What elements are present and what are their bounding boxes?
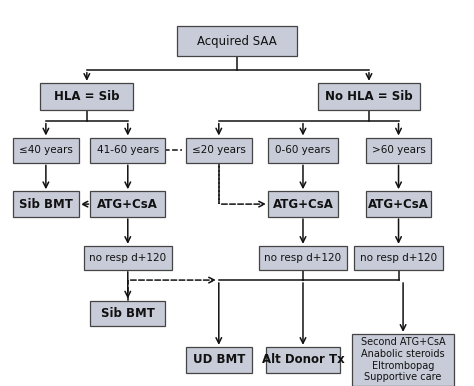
FancyBboxPatch shape [91, 301, 165, 326]
FancyBboxPatch shape [186, 347, 252, 372]
Text: Alt Donor Tx: Alt Donor Tx [262, 353, 344, 366]
FancyBboxPatch shape [83, 246, 172, 270]
Text: ATG+CsA: ATG+CsA [273, 198, 333, 211]
Text: No HLA = Sib: No HLA = Sib [325, 90, 413, 103]
Text: >60 years: >60 years [372, 146, 426, 156]
Text: HLA = Sib: HLA = Sib [54, 90, 119, 103]
Text: Sib BMT: Sib BMT [19, 198, 73, 211]
FancyBboxPatch shape [259, 246, 347, 270]
Text: Acquired SAA: Acquired SAA [197, 35, 277, 47]
FancyBboxPatch shape [40, 83, 133, 110]
Text: no resp d+120: no resp d+120 [360, 253, 437, 263]
Text: ≤20 years: ≤20 years [192, 146, 246, 156]
FancyBboxPatch shape [265, 347, 340, 372]
FancyBboxPatch shape [177, 26, 297, 56]
FancyBboxPatch shape [13, 191, 79, 217]
Text: Second ATG+CsA
Anabolic steroids
Eltrombopag
Supportive care: Second ATG+CsA Anabolic steroids Eltromb… [361, 337, 446, 382]
Text: 0-60 years: 0-60 years [275, 146, 331, 156]
Text: ATG+CsA: ATG+CsA [368, 198, 429, 211]
FancyBboxPatch shape [366, 137, 431, 163]
FancyBboxPatch shape [352, 334, 454, 386]
FancyBboxPatch shape [91, 137, 165, 163]
Text: Sib BMT: Sib BMT [101, 307, 155, 320]
Text: 41-60 years: 41-60 years [97, 146, 159, 156]
Text: ATG+CsA: ATG+CsA [97, 198, 158, 211]
FancyBboxPatch shape [91, 191, 165, 217]
Text: UD BMT: UD BMT [192, 353, 245, 366]
FancyBboxPatch shape [355, 246, 443, 270]
FancyBboxPatch shape [13, 137, 79, 163]
Text: ≤40 years: ≤40 years [19, 146, 73, 156]
FancyBboxPatch shape [268, 191, 338, 217]
Text: no resp d+120: no resp d+120 [264, 253, 342, 263]
FancyBboxPatch shape [366, 191, 431, 217]
FancyBboxPatch shape [186, 137, 252, 163]
FancyBboxPatch shape [268, 137, 338, 163]
FancyBboxPatch shape [318, 83, 420, 110]
Text: no resp d+120: no resp d+120 [89, 253, 166, 263]
